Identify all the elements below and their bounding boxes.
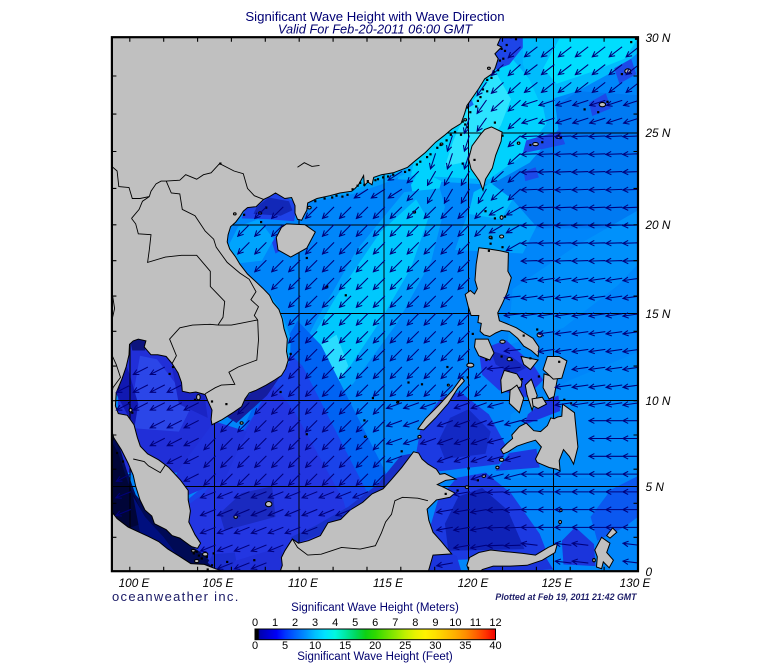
- svg-text:6: 6: [372, 617, 378, 629]
- svg-text:15: 15: [339, 640, 351, 652]
- svg-text:5: 5: [352, 617, 358, 629]
- svg-text:9: 9: [432, 617, 438, 629]
- svg-text:10 N: 10 N: [646, 394, 671, 408]
- svg-text:1: 1: [272, 617, 278, 629]
- svg-text:8: 8: [412, 617, 418, 629]
- svg-text:0: 0: [252, 640, 258, 652]
- svg-text:3: 3: [312, 617, 318, 629]
- svg-text:30 N: 30 N: [646, 31, 671, 45]
- svg-text:25 N: 25 N: [645, 126, 671, 140]
- svg-text:11: 11: [470, 617, 481, 629]
- svg-text:oceanweather inc.: oceanweather inc.: [112, 589, 240, 604]
- svg-text:2: 2: [292, 617, 298, 629]
- svg-text:5 N: 5 N: [646, 480, 665, 494]
- svg-text:5: 5: [282, 640, 288, 652]
- svg-text:35: 35: [459, 640, 471, 652]
- svg-text:7: 7: [392, 617, 398, 629]
- svg-text:100 E: 100 E: [119, 576, 150, 590]
- svg-text:Significant Wave Height (Feet): Significant Wave Height (Feet): [297, 651, 453, 663]
- svg-text:Plotted at Feb 19, 2011 21:42: Plotted at Feb 19, 2011 21:42 GMT: [495, 592, 637, 602]
- svg-text:15 N: 15 N: [646, 307, 671, 321]
- svg-text:10: 10: [449, 617, 461, 629]
- svg-text:130 E: 130 E: [620, 576, 651, 590]
- svg-text:110 E: 110 E: [288, 576, 318, 590]
- svg-text:30: 30: [429, 640, 441, 652]
- svg-text:25: 25: [399, 640, 411, 652]
- svg-text:Significant Wave Height (Meter: Significant Wave Height (Meters): [291, 602, 459, 614]
- svg-text:20: 20: [369, 640, 381, 652]
- svg-text:Significant Wave Height with W: Significant Wave Height with Wave Direct…: [245, 9, 504, 24]
- svg-text:10: 10: [309, 640, 321, 652]
- svg-text:20 N: 20 N: [645, 218, 671, 232]
- svg-text:0: 0: [252, 617, 258, 629]
- svg-text:40: 40: [489, 640, 501, 652]
- svg-text:105 E: 105 E: [203, 576, 234, 590]
- svg-text:115 E: 115 E: [373, 576, 403, 590]
- svg-text:12: 12: [489, 617, 501, 629]
- svg-text:4: 4: [332, 617, 338, 629]
- svg-text:Valid For Feb-20-2011 06:00 GM: Valid For Feb-20-2011 06:00 GMT: [278, 22, 473, 37]
- svg-text:120 E: 120 E: [458, 576, 489, 590]
- svg-text:125 E: 125 E: [542, 576, 573, 590]
- svg-text:0: 0: [646, 565, 653, 579]
